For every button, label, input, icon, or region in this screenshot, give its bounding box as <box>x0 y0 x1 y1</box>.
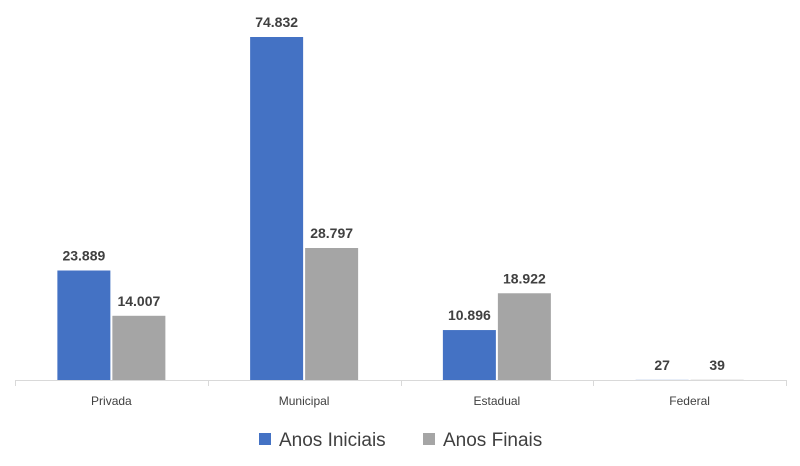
bar-privada-anos-iniciais <box>57 270 111 380</box>
bar-estadual-anos-iniciais <box>442 330 496 380</box>
bar-municipal-anos-iniciais <box>250 37 304 380</box>
bar-estadual-anos-finais <box>497 293 551 380</box>
legend-swatch-anos-iniciais <box>259 433 271 445</box>
value-labels-group: 23.889 14.007 74.832 28.797 10.896 18.922 27 39 <box>62 14 725 373</box>
legend: Anos Iniciais Anos Finais <box>259 430 542 451</box>
bars-group <box>57 37 744 380</box>
bar-municipal-anos-finais <box>305 248 359 380</box>
legend-swatch-anos-finais <box>423 433 435 445</box>
data-label: 14.007 <box>117 293 160 309</box>
data-label: 10.896 <box>448 307 491 323</box>
category-label: Municipal <box>279 394 330 408</box>
data-label: 23.889 <box>62 248 105 264</box>
data-label: 28.797 <box>310 225 353 241</box>
category-label: Privada <box>91 394 132 408</box>
data-label: 39 <box>709 357 725 373</box>
data-label: 74.832 <box>255 14 298 30</box>
legend-label: Anos Finais <box>443 430 542 451</box>
legend-label: Anos Iniciais <box>279 430 386 451</box>
category-label: Federal <box>669 394 710 408</box>
category-labels-group: Privada Municipal Estadual Federal <box>91 394 710 408</box>
x-axis-ticks <box>15 380 787 386</box>
category-label: Estadual <box>474 394 521 408</box>
data-label: 27 <box>654 357 670 373</box>
data-label: 18.922 <box>503 270 546 286</box>
bar-privada-anos-finais <box>112 315 166 380</box>
